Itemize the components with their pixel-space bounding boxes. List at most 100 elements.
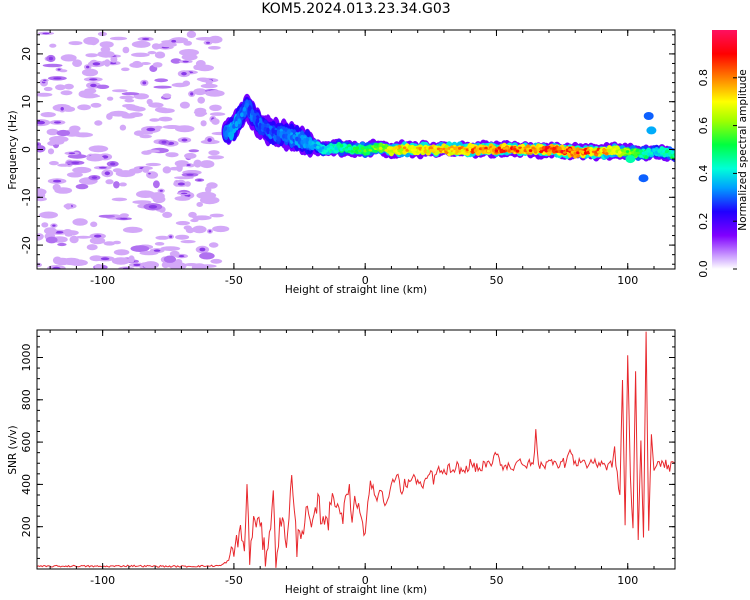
ridge-cell	[334, 146, 339, 151]
noise-blob	[196, 202, 203, 207]
noise-blob-core	[177, 182, 185, 186]
noise-blob-core	[90, 83, 97, 88]
noise-blob	[147, 51, 157, 55]
noise-blob-core	[180, 192, 188, 195]
noise-blob-core	[186, 164, 191, 166]
noise-blob	[108, 110, 129, 117]
ridge-cell	[360, 147, 365, 150]
ridge-cell	[460, 148, 465, 152]
ridge-cell	[255, 118, 260, 124]
noise-blob	[68, 41, 83, 46]
noise-blob	[149, 118, 160, 122]
ridge-cell	[607, 149, 612, 153]
ridge-cell	[510, 150, 514, 153]
noise-blob	[170, 58, 182, 64]
noise-blob	[145, 162, 161, 167]
noise-blob	[212, 225, 230, 233]
snr-series-line	[37, 331, 675, 568]
ridge-cell	[358, 149, 362, 153]
noise-blob	[208, 242, 219, 248]
ridge-cell	[400, 147, 404, 152]
ridge-cell	[337, 145, 341, 149]
ridge-cell	[234, 121, 239, 128]
chart-title: KOM5.2024.013.23.34.G03	[261, 1, 451, 17]
snr-y-tick-label: 400	[20, 474, 33, 495]
ridge-cell	[513, 147, 517, 151]
noise-blob	[188, 149, 200, 153]
noise-blob	[162, 125, 182, 129]
noise-blob	[209, 112, 226, 116]
ridge-cell	[505, 146, 509, 150]
noise-blob	[55, 84, 66, 91]
noise-blob	[152, 62, 163, 68]
ridge-cell	[303, 137, 307, 144]
noise-blob	[99, 41, 114, 48]
noise-blob-core	[197, 179, 202, 182]
snr-frame	[36, 329, 676, 570]
ridge-cell	[544, 148, 549, 151]
noise-blob	[128, 112, 143, 118]
noise-blob	[112, 240, 121, 245]
ridge-cell	[649, 151, 654, 155]
ridge-cell	[394, 146, 399, 150]
noise-blob	[60, 54, 77, 62]
noise-blob	[186, 30, 197, 38]
spectrogram-y-tick-label: 20	[20, 47, 33, 61]
ridge-cell	[583, 151, 588, 155]
noise-blob	[84, 88, 97, 94]
noise-blob	[210, 258, 223, 264]
ridge-cell	[657, 149, 661, 153]
noise-blob	[128, 255, 135, 263]
noise-blob	[161, 261, 170, 269]
noise-blob	[89, 237, 106, 245]
noise-blob	[37, 92, 53, 97]
noise-blob	[94, 263, 103, 269]
noise-blob-core	[133, 263, 141, 267]
ridge-cell	[284, 133, 289, 140]
noise-blob	[53, 257, 71, 266]
noise-blob	[207, 155, 225, 160]
ridge-cell	[413, 148, 417, 152]
ridge-cell	[295, 136, 299, 142]
noise-blob	[193, 88, 207, 96]
ridge-cell	[402, 146, 407, 150]
ridge-cell	[368, 149, 373, 152]
noise-blob-core	[159, 189, 163, 192]
noise-blob-core	[181, 138, 188, 142]
ridge-cell	[384, 149, 389, 152]
noise-blob-core	[92, 62, 101, 66]
noise-blob	[154, 51, 166, 59]
spectrogram-x-axis-label: Height of straight line (km)	[285, 284, 427, 296]
ridge-cell	[292, 134, 297, 140]
noise-blob	[188, 211, 197, 218]
spectrogram-y-tick-label: 10	[20, 95, 33, 109]
ridge-patch	[643, 112, 654, 120]
ridge-cell	[242, 106, 247, 112]
noise-blob	[75, 183, 89, 190]
noise-blob	[47, 148, 55, 155]
noise-blob	[106, 96, 114, 101]
noise-blob	[103, 241, 116, 246]
noise-blob	[48, 140, 57, 146]
ridge-cell	[379, 146, 383, 150]
noise-blob	[162, 93, 172, 99]
noise-blob	[119, 124, 127, 131]
ridge-cell	[439, 148, 444, 152]
ridge-cell	[670, 150, 675, 155]
ridge-cell	[373, 145, 378, 149]
ridge-cell	[576, 151, 580, 155]
ridge-cell	[381, 145, 386, 149]
noise-blob-core	[71, 161, 80, 164]
noise-blob	[57, 242, 67, 247]
ridge-cell	[589, 150, 593, 153]
noise-blob	[193, 159, 202, 168]
noise-blob	[63, 83, 74, 90]
ridge-cell	[594, 150, 598, 154]
noise-blob	[72, 59, 83, 67]
colorbar-tick-label: 0.6	[697, 117, 710, 135]
ridge-patch	[625, 155, 636, 164]
noise-blob-core	[60, 107, 64, 111]
noise-blob	[119, 182, 127, 187]
ridge-cell	[602, 148, 606, 152]
spectrogram-noise	[37, 30, 230, 269]
